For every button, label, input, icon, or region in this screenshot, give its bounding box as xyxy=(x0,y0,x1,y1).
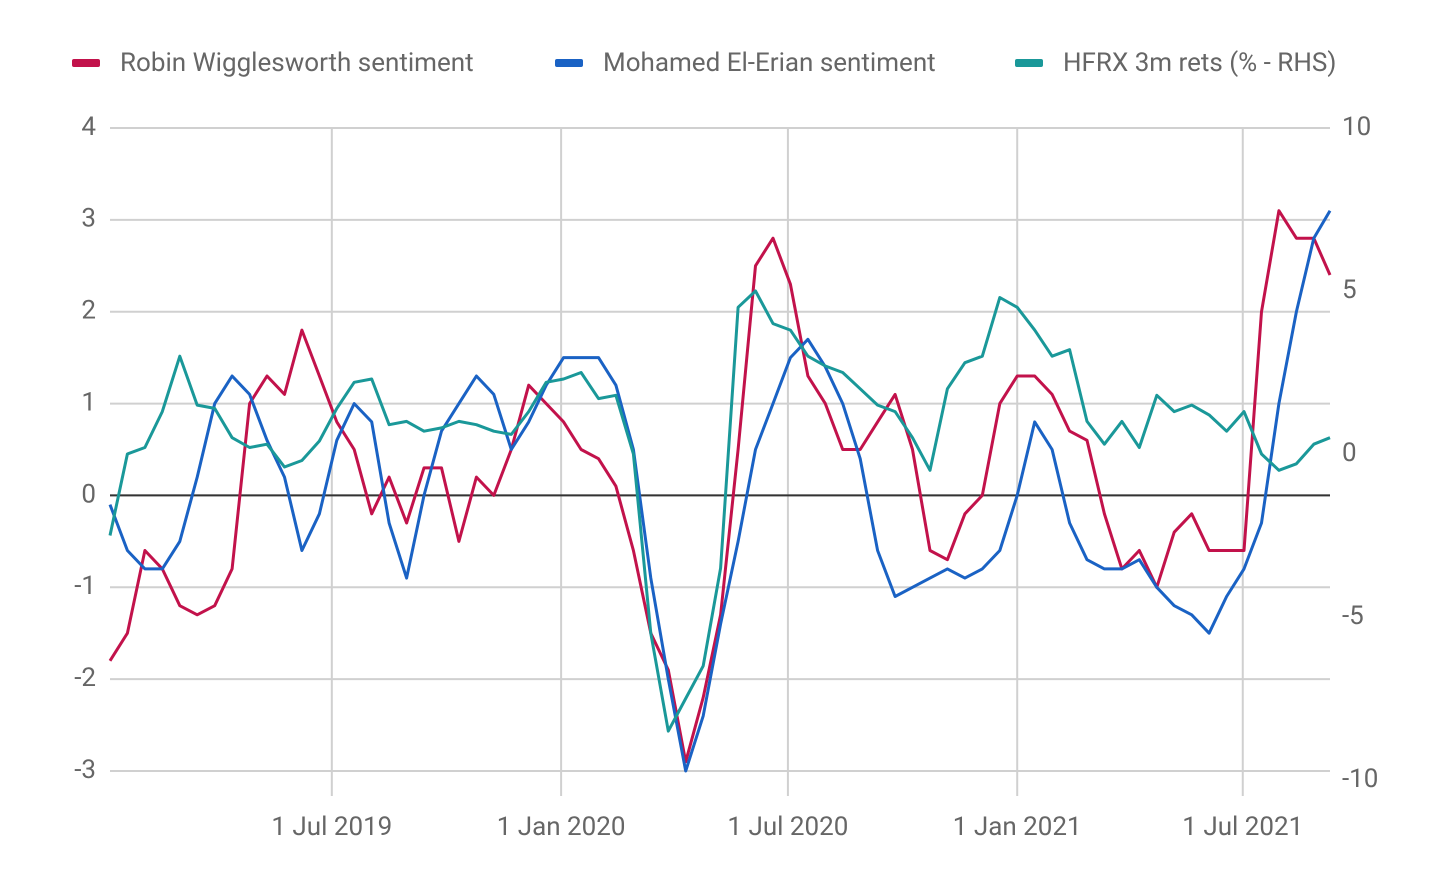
y-tick-label: 4 xyxy=(81,112,96,142)
x-tick-label: 1 Jul 2020 xyxy=(727,812,848,842)
series-line xyxy=(108,209,1332,764)
legend-label: Mohamed El-Erian sentiment xyxy=(603,48,936,78)
series-line xyxy=(108,289,1331,733)
y-tick-label: 3 xyxy=(81,204,96,234)
legend-swatch xyxy=(555,59,583,67)
y2-tick-label: -10 xyxy=(1342,764,1378,794)
y-tick-label: -3 xyxy=(74,755,96,785)
x-tick-label: 1 Jan 2020 xyxy=(497,812,626,842)
y2-tick-label: -5 xyxy=(1342,601,1364,631)
x-tick-label: 1 Jul 2021 xyxy=(1182,812,1303,842)
x-tick-label: 1 Jul 2019 xyxy=(271,812,392,842)
y-tick-label: 2 xyxy=(81,296,96,326)
y2-tick-label: 5 xyxy=(1342,275,1357,305)
x-tick-label: 1 Jan 2021 xyxy=(953,812,1082,842)
y-tick-label: -1 xyxy=(74,571,96,601)
legend-swatch xyxy=(72,59,100,67)
legend-label: HFRX 3m rets (% - RHS) xyxy=(1063,48,1336,78)
y2-tick-label: 10 xyxy=(1342,112,1371,142)
legend-label: Robin Wigglesworth sentiment xyxy=(120,48,474,78)
series-line xyxy=(108,209,1332,773)
y-tick-label: 0 xyxy=(81,479,96,509)
y2-tick-label: 0 xyxy=(1342,438,1357,468)
legend-swatch xyxy=(1015,59,1043,67)
y-tick-label: -2 xyxy=(74,663,96,693)
y-tick-label: 1 xyxy=(81,387,96,417)
